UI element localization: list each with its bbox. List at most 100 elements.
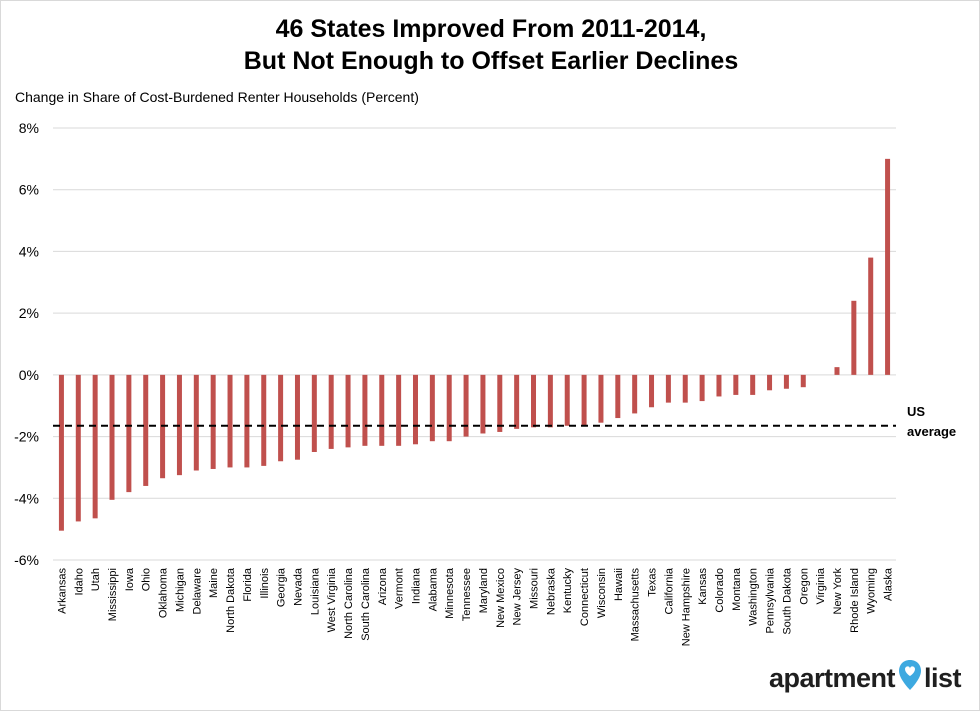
x-tick-label: New Mexico <box>495 568 507 628</box>
bar <box>345 374 351 448</box>
x-tick-label: Kentucky <box>562 568 574 614</box>
x-tick-label: Pennsylvania <box>765 567 777 633</box>
x-tick-label: Alabama <box>427 567 439 611</box>
bar <box>412 374 418 445</box>
bar <box>598 374 604 423</box>
bar <box>783 374 789 389</box>
bar <box>632 374 638 414</box>
x-tick-label: Alaska <box>883 567 895 601</box>
x-tick-label: West Virginia <box>326 567 338 632</box>
x-tick-label: Maryland <box>478 568 490 613</box>
bar <box>733 374 739 395</box>
bar <box>885 158 891 375</box>
map-pin-icon <box>898 659 922 698</box>
chart-title-line-2: But Not Enough to Offset Earlier Decline… <box>243 47 739 75</box>
x-tick-label: Kansas <box>697 568 709 605</box>
x-tick-label: Oklahoma <box>158 567 170 618</box>
y-tick-label: -6% <box>14 552 39 568</box>
bar <box>210 374 216 469</box>
bar <box>480 374 486 434</box>
x-tick-label: Delaware <box>191 568 203 614</box>
x-tick-label: California <box>663 567 675 614</box>
bar <box>193 374 199 471</box>
bar <box>514 374 520 429</box>
x-tick-label: New Jersey <box>512 568 524 626</box>
bar <box>446 374 452 442</box>
x-tick-label: Nebraska <box>545 567 557 615</box>
bar <box>311 374 317 452</box>
bar <box>227 374 233 468</box>
bar <box>682 374 688 403</box>
x-tick-label: Florida <box>242 567 254 602</box>
chart-title-line-1: 46 States Improved From 2011-2014, <box>275 15 707 43</box>
bar <box>750 374 756 395</box>
x-tick-label: Rhode Island <box>849 568 861 633</box>
y-tick-label: -4% <box>14 490 39 506</box>
y-tick-label: -2% <box>14 429 39 445</box>
bar <box>261 374 267 466</box>
bar <box>851 300 857 375</box>
x-tick-label: Montana <box>731 567 743 611</box>
bar <box>716 374 722 397</box>
bar <box>362 374 368 446</box>
x-tick-label: Maine <box>208 568 220 598</box>
bar <box>126 374 132 493</box>
apartment-list-logo: apartment list <box>768 658 962 698</box>
bar <box>834 367 840 375</box>
bar <box>396 374 402 446</box>
x-tick-label: Michigan <box>174 568 186 612</box>
bar <box>868 257 874 375</box>
x-tick-label: Wisconsin <box>596 568 608 618</box>
x-tick-label: Idaho <box>73 568 85 596</box>
y-tick-label: 4% <box>19 243 39 259</box>
bar <box>379 374 385 446</box>
bar <box>547 374 553 428</box>
bar <box>564 374 570 426</box>
x-tick-label: Connecticut <box>579 568 591 626</box>
x-tick-label: Massachusetts <box>630 568 642 642</box>
x-tick-label: Virginia <box>815 567 827 604</box>
x-tick-label: Colorado <box>714 568 726 613</box>
y-tick-label: 2% <box>19 305 39 321</box>
y-tick-label: 0% <box>19 367 39 383</box>
x-tick-label: Nevada <box>292 567 304 606</box>
x-tick-label: Missouri <box>529 568 541 609</box>
y-axis-label: Change in Share of Cost-Burdened Renter … <box>15 89 419 105</box>
x-tick-label: Wyoming <box>866 568 878 614</box>
bar <box>463 374 469 437</box>
x-tick-label: Vermont <box>394 568 406 609</box>
bar <box>800 374 806 388</box>
x-tick-label: New York <box>832 568 844 615</box>
bar <box>58 374 64 531</box>
us-average-label: US <box>907 404 925 419</box>
bar <box>497 374 503 432</box>
bar <box>109 374 115 500</box>
x-tick-label: Oregon <box>798 568 810 605</box>
x-tick-label: New Hampshire <box>680 568 692 646</box>
bar <box>581 374 587 426</box>
x-tick-label: South Dakota <box>781 567 793 635</box>
bar <box>699 374 705 402</box>
bar <box>294 374 300 460</box>
x-tick-label: Washington <box>748 568 760 626</box>
x-tick-label: Tennessee <box>461 568 473 621</box>
logo-text-apartment: apartment <box>768 662 896 693</box>
x-tick-label: Indiana <box>410 567 422 604</box>
bar <box>244 374 250 468</box>
x-tick-label: Texas <box>647 568 659 597</box>
x-tick-label: Illinois <box>259 568 271 599</box>
y-tick-label: 6% <box>19 182 39 198</box>
bar <box>328 374 334 449</box>
bar <box>278 374 284 462</box>
x-tick-label: Ohio <box>141 568 153 591</box>
x-tick-label: Hawaii <box>613 568 625 601</box>
x-tick-label: Iowa <box>124 567 136 591</box>
bar <box>615 374 621 419</box>
us-average-label: average <box>907 424 956 439</box>
bar <box>531 374 537 428</box>
bar <box>649 374 655 408</box>
x-tick-label: Georgia <box>276 567 288 607</box>
bar <box>143 374 149 486</box>
